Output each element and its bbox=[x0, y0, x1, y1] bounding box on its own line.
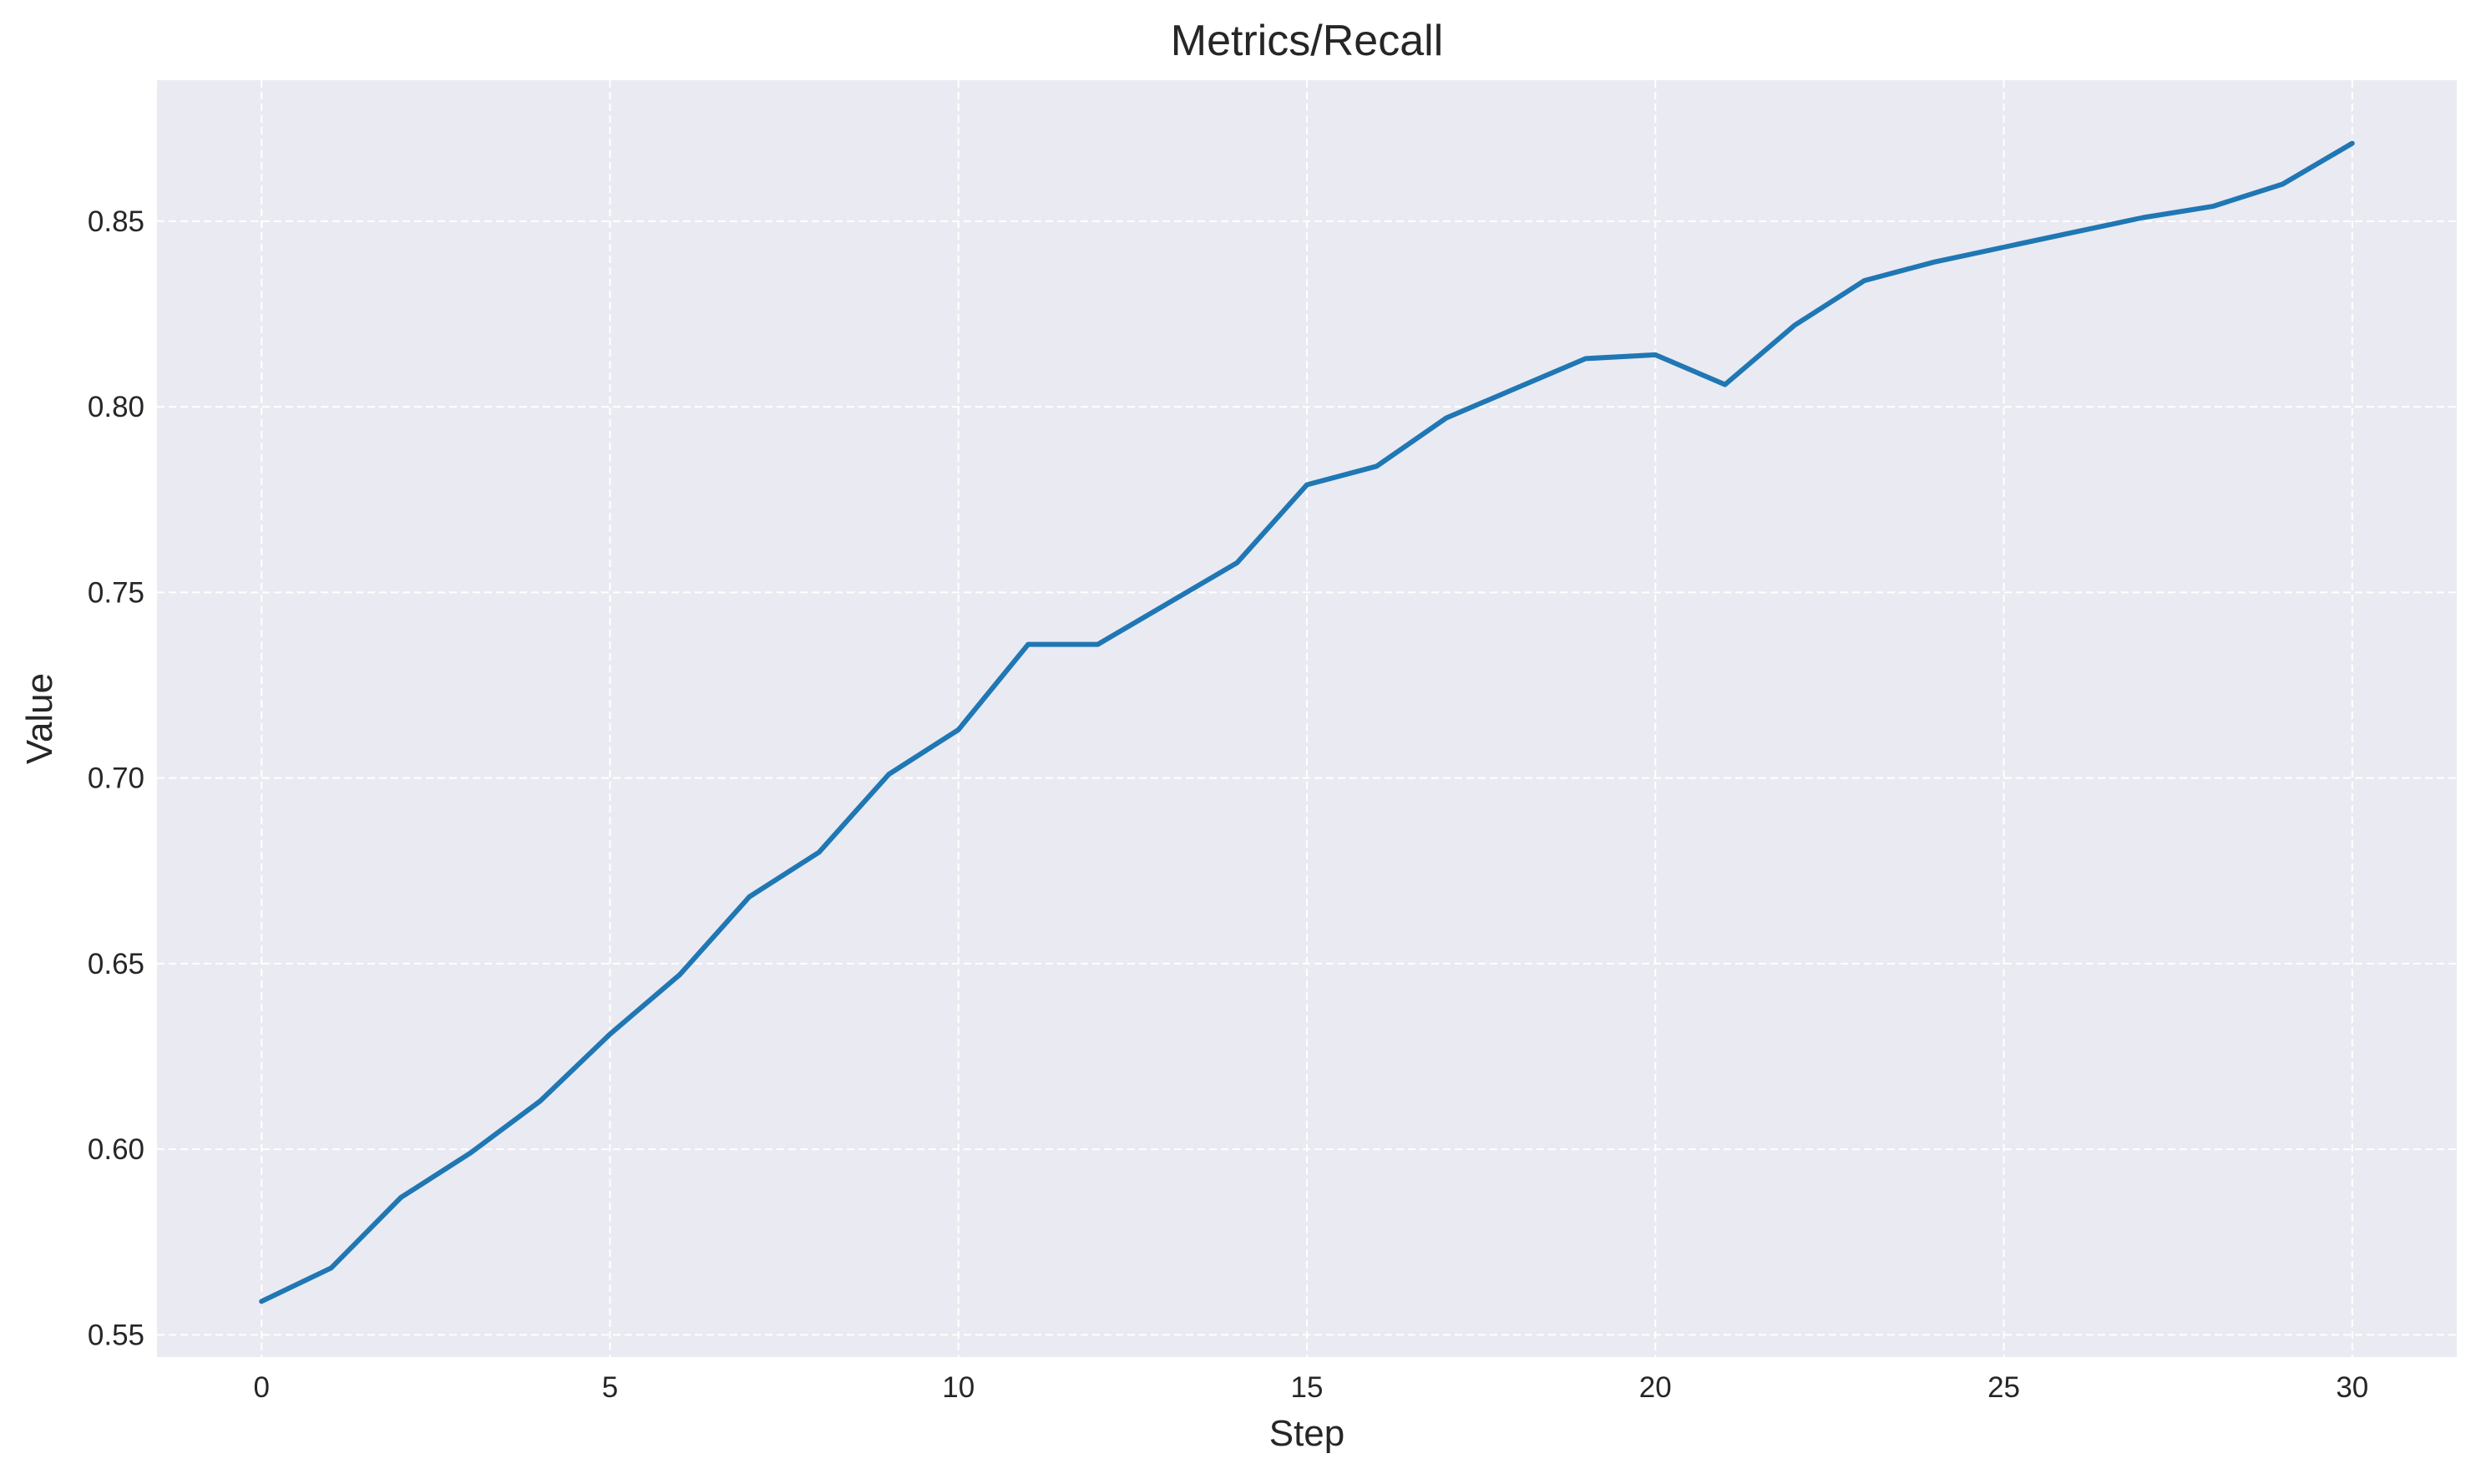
y-tick-label: 0.60 bbox=[88, 1133, 144, 1166]
series-line bbox=[259, 140, 2355, 1304]
y-tick-label: 0.55 bbox=[88, 1319, 144, 1351]
y-tick-label: 0.75 bbox=[88, 576, 144, 609]
x-tick-label: 0 bbox=[253, 1371, 269, 1404]
y-tick-label: 0.70 bbox=[88, 762, 144, 795]
x-tick-label: 25 bbox=[1987, 1371, 2020, 1404]
y-tick-label: 0.80 bbox=[88, 391, 144, 423]
series-layer bbox=[259, 140, 2355, 1304]
x-tick-label: 10 bbox=[942, 1371, 975, 1404]
axis-ticks: 0 5 10 15 20 25 30 0.55 0.60 0.65 0.70 0.75 0.80 0.85 bbox=[88, 205, 2368, 1404]
x-tick-label: 5 bbox=[602, 1371, 618, 1404]
x-tick-label: 20 bbox=[1639, 1371, 1672, 1404]
chart-title: Metrics/Recall bbox=[1171, 17, 1444, 65]
x-tick-label: 15 bbox=[1291, 1371, 1324, 1404]
y-tick-label: 0.85 bbox=[88, 205, 144, 238]
y-tick-label: 0.65 bbox=[88, 948, 144, 980]
x-axis-label: Step bbox=[1269, 1413, 1345, 1454]
x-tick-label: 30 bbox=[2336, 1371, 2368, 1404]
grid-lines bbox=[157, 80, 2457, 1357]
y-axis-label: Value bbox=[19, 673, 60, 764]
